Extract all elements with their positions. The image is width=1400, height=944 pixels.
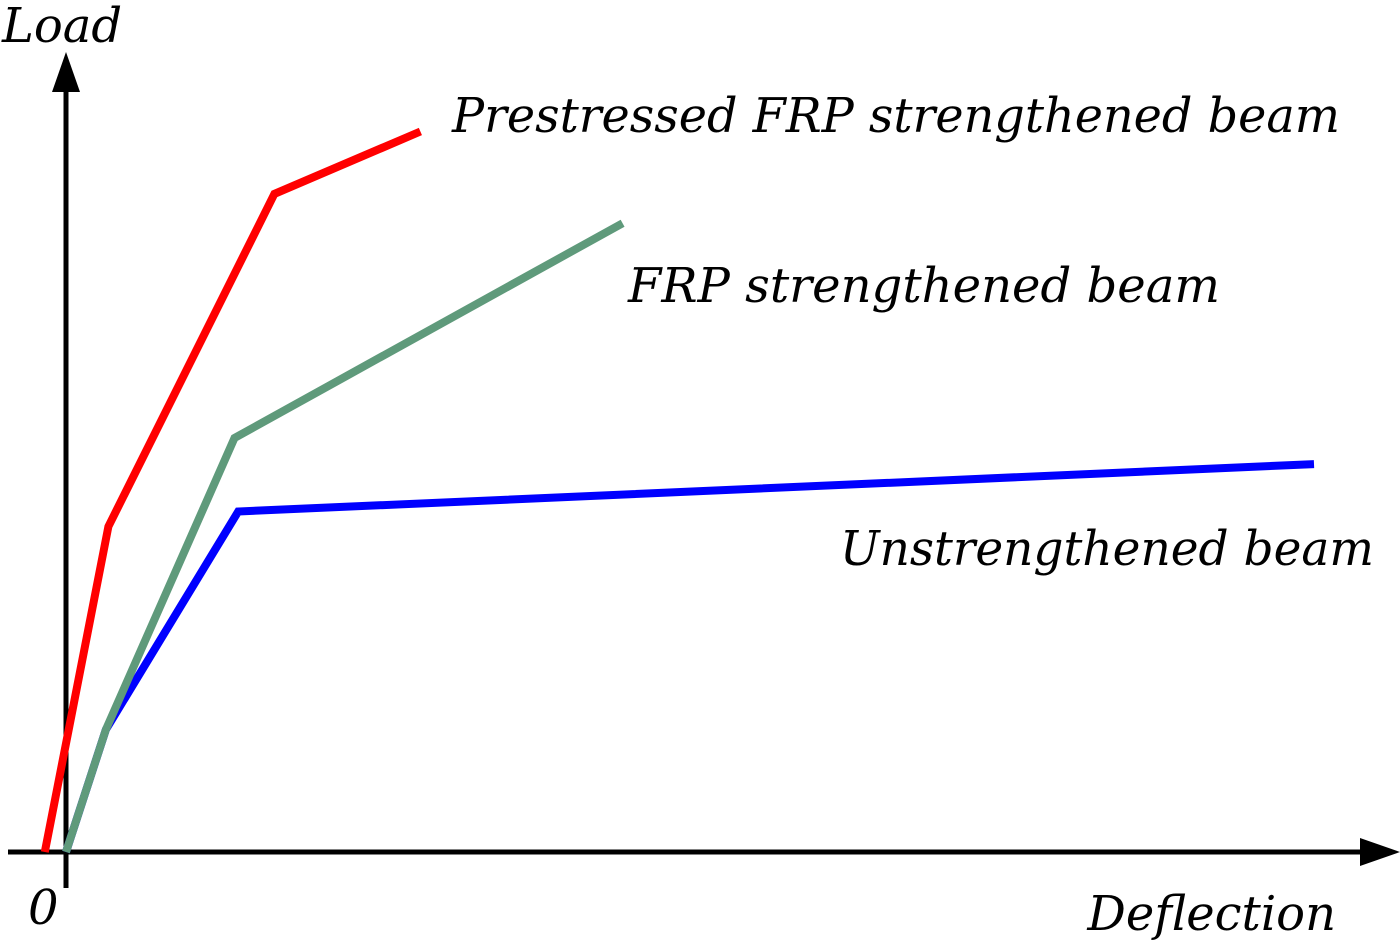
y-axis-arrow-icon xyxy=(52,52,80,92)
x-axis-arrow-icon xyxy=(1360,838,1400,866)
series-line-prestressed-frp xyxy=(40,127,422,853)
x-axis-label: Deflection xyxy=(1086,886,1336,942)
series-label-frp: FRP strengthened beam xyxy=(627,258,1220,314)
series-line-frp xyxy=(62,219,625,854)
y-axis-label: Load xyxy=(1,0,122,54)
series-label-prestressed-frp: Prestressed FRP strengthened beam xyxy=(451,88,1340,144)
series-layer xyxy=(40,127,1315,854)
series-label-unstrengthened: Unstrengthened beam xyxy=(840,521,1374,577)
origin-label: 0 xyxy=(28,880,59,936)
